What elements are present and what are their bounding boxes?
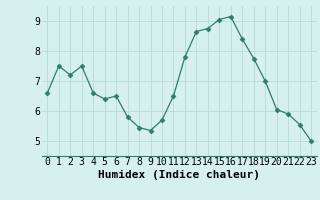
X-axis label: Humidex (Indice chaleur): Humidex (Indice chaleur) xyxy=(98,170,260,180)
